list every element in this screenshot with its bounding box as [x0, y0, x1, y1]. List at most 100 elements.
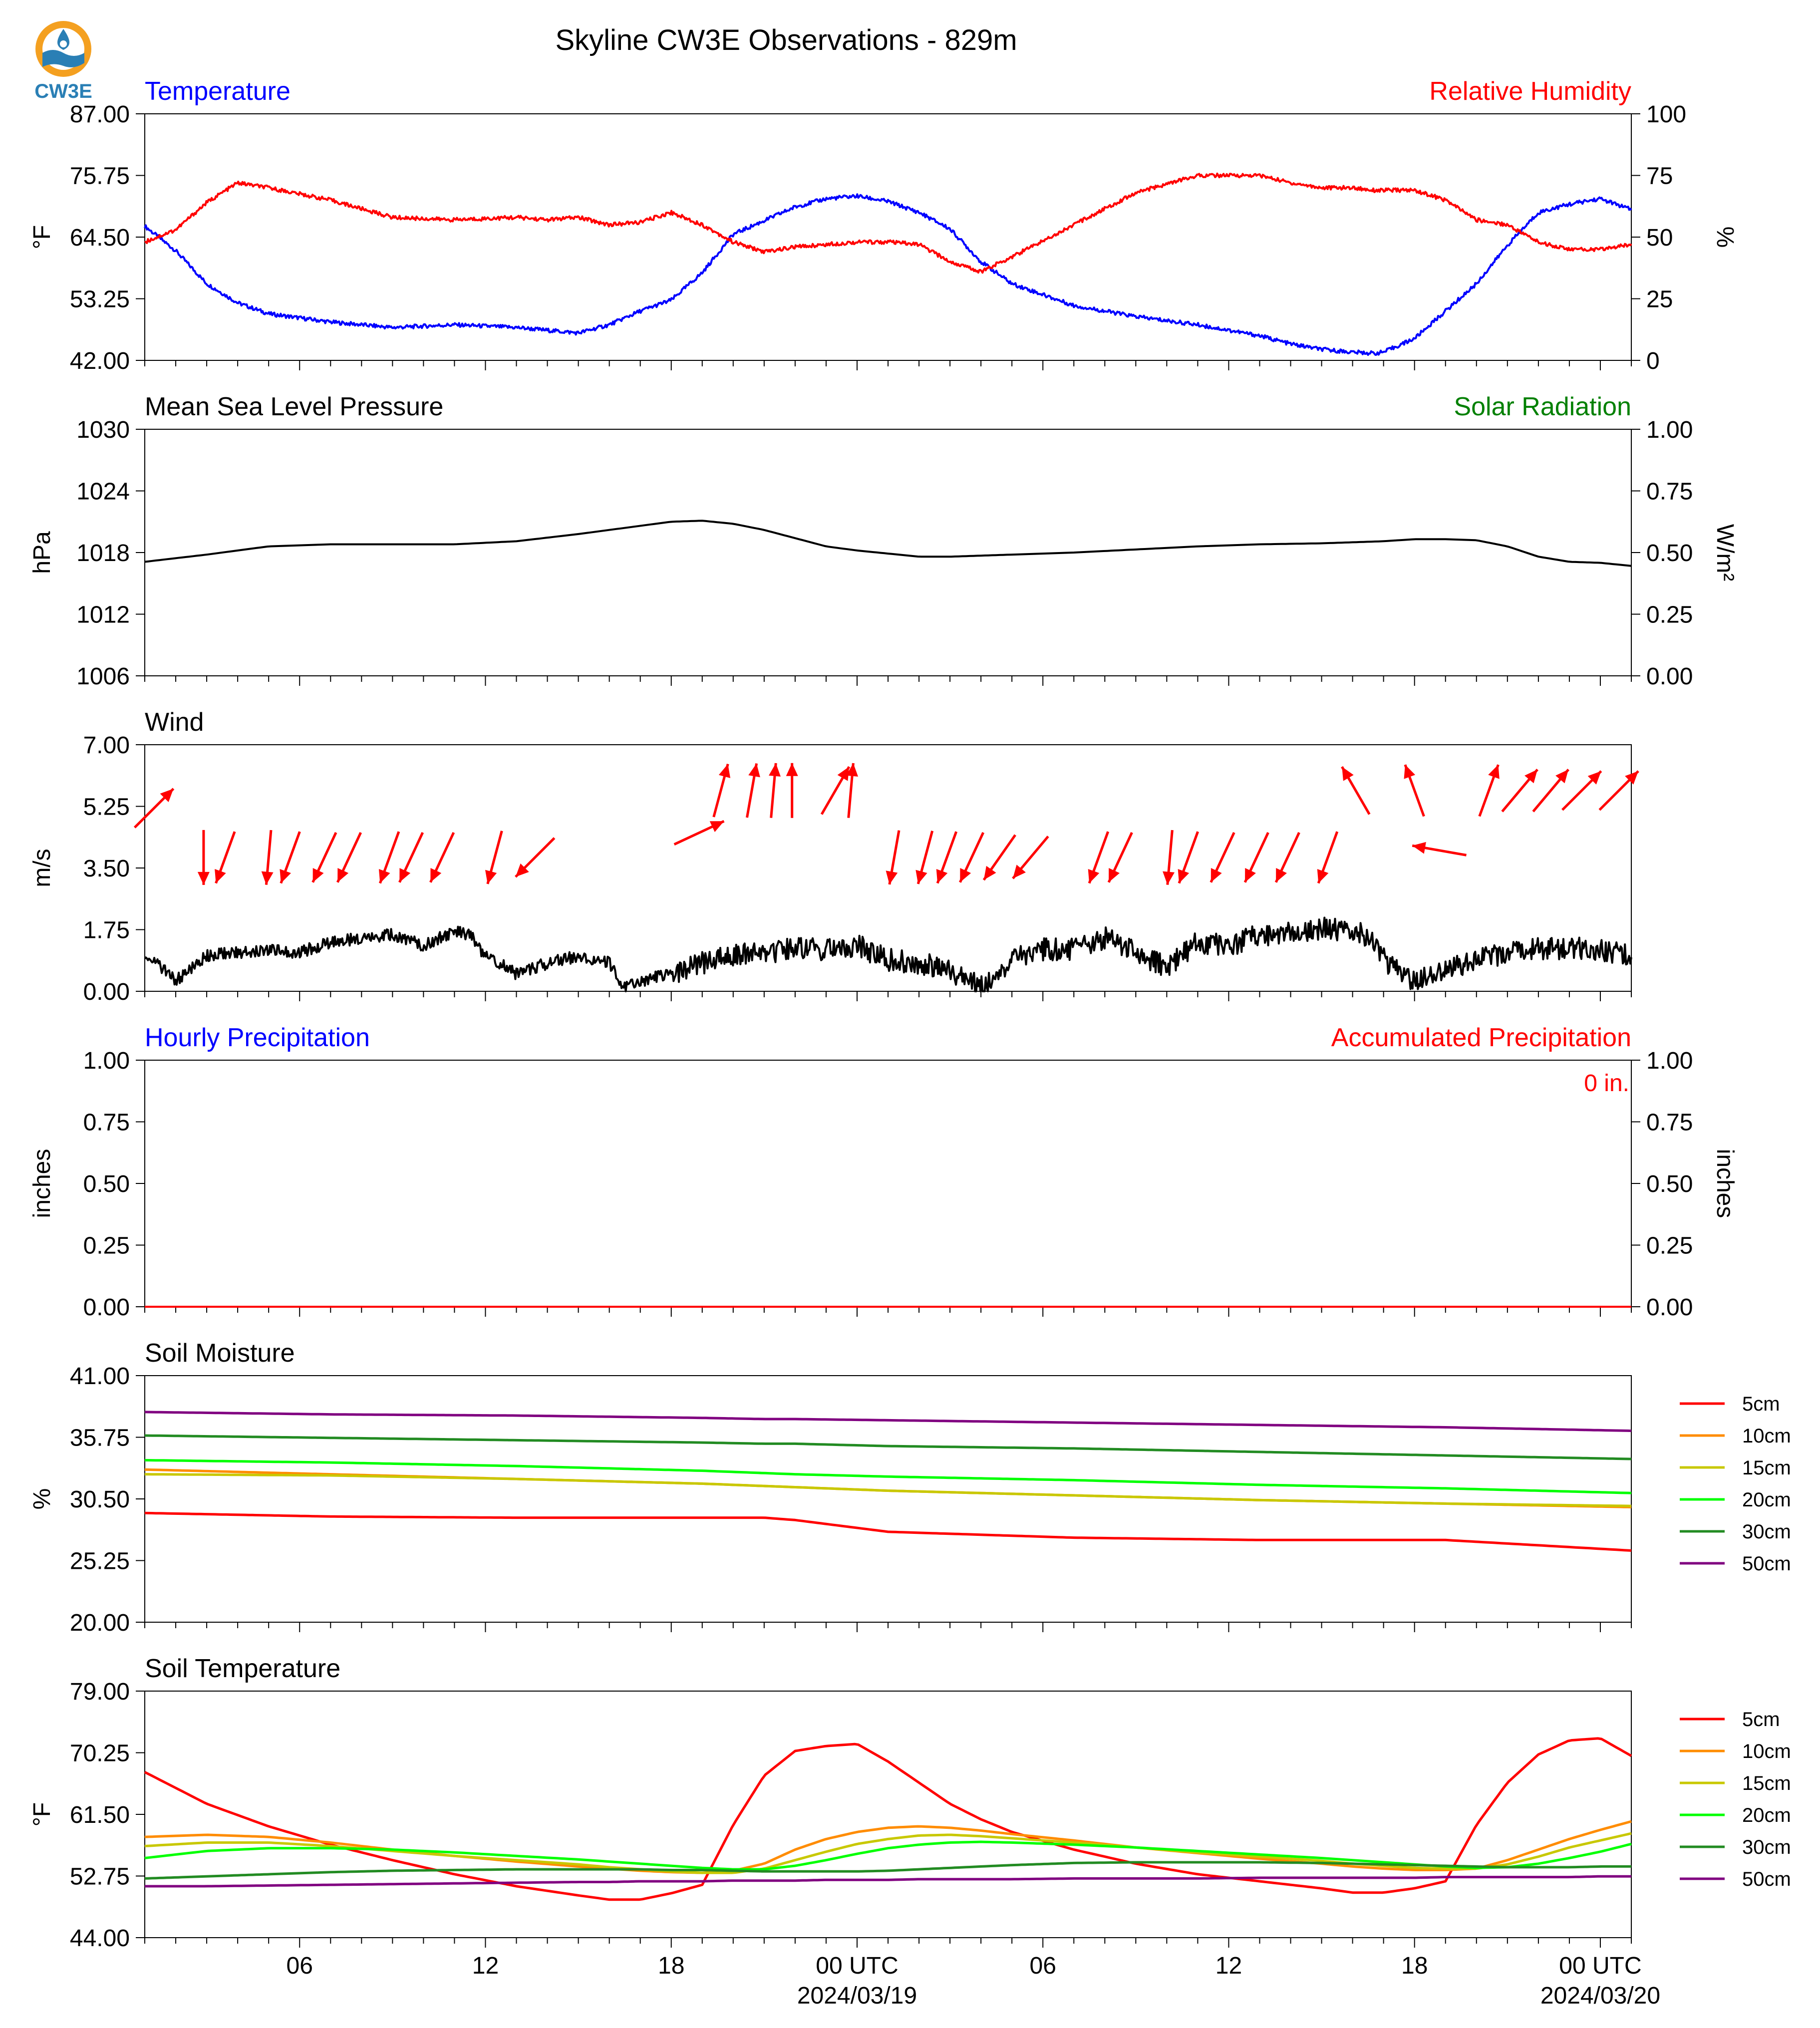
panel-title-left: Hourly Precipitation	[145, 1023, 370, 1052]
wind-arrow	[959, 832, 985, 883]
wind-arrow-head	[915, 869, 927, 884]
chart-panel-6: 79.00 70.25 61.50 52.75 44.00 Soil Temperatur…	[29, 1654, 1791, 1952]
cw3e-logo-icon: CW3E	[34, 21, 92, 102]
wind-arrow	[936, 831, 958, 884]
panel-title-left: Soil Temperature	[145, 1654, 340, 1683]
legend-label: 5cm	[1742, 1393, 1780, 1415]
legend-entry: 5cm	[1680, 1709, 1780, 1731]
wind-arrow-head	[399, 868, 411, 882]
y-tick-label: 70.25	[70, 1740, 130, 1767]
legend-label: 30cm	[1742, 1521, 1791, 1543]
wind-arrow	[280, 831, 301, 884]
wind-arrow	[1598, 770, 1639, 811]
plot-frame	[144, 1375, 1632, 1623]
series-line-20cm	[144, 1840, 1632, 1871]
y-right-tick-label: 25	[1646, 287, 1673, 313]
wind-arrow	[1317, 831, 1339, 884]
wind-arrow-head	[1178, 869, 1190, 883]
y-right-tick-label: 0.75	[1646, 1110, 1693, 1136]
y-tick-label: 3.50	[83, 856, 130, 882]
wind-arrow-head	[280, 869, 291, 883]
date-label: 2024/03/20	[1540, 1983, 1660, 2009]
y-tick-label: 1.75	[83, 917, 130, 944]
series-line-15cm	[145, 1473, 1632, 1507]
series-line-15cm	[144, 1832, 1632, 1874]
plot-frame	[144, 429, 1632, 676]
wind-arrow	[485, 831, 503, 884]
y-tick-label: 0.25	[83, 1233, 130, 1259]
y-tick-label: 1018	[76, 540, 130, 567]
accumulated-total-label: 0 in.	[1584, 1070, 1629, 1097]
y-tick-label: 1030	[76, 417, 130, 443]
wind-arrow	[215, 831, 236, 884]
wind-arrow-head	[960, 868, 971, 882]
legend-entry: 15cm	[1680, 1457, 1791, 1479]
y-tick-label: 53.25	[70, 287, 130, 313]
wind-arrow-head	[1163, 871, 1175, 885]
y-tick-label: 25.25	[70, 1548, 130, 1575]
plot-frame	[144, 1060, 1632, 1307]
wind-arrow	[886, 830, 901, 885]
series-line-relative-humidity	[144, 172, 1632, 274]
y-axis-label: hPa	[29, 531, 55, 574]
y-right-tick-label: 0.75	[1646, 479, 1693, 505]
wind-arrow	[133, 788, 175, 829]
y-tick-label: 0.50	[83, 1171, 130, 1197]
wind-arrow-head	[1088, 869, 1100, 883]
wind-arrow-head	[1625, 771, 1639, 785]
wind-arrow-head	[1524, 769, 1538, 784]
wind-arrow	[846, 763, 859, 818]
wind-arrow	[712, 763, 731, 818]
y-tick-label: 0.00	[83, 979, 130, 1005]
wind-arrow	[515, 837, 556, 878]
wind-arrow	[1243, 832, 1269, 883]
wind-arrow-head	[430, 868, 442, 882]
wind-arrow	[786, 763, 798, 818]
wind-arrow-head	[1488, 765, 1500, 779]
y-tick-label: 5.25	[83, 794, 130, 821]
panel-title-right: Accumulated Precipitation	[1331, 1023, 1631, 1052]
y-tick-label: 1024	[76, 479, 130, 505]
panel-title-left: Temperature	[145, 77, 291, 106]
wind-arrow	[1341, 766, 1371, 815]
legend-entry: 10cm	[1680, 1740, 1791, 1762]
wind-arrow-head	[1412, 842, 1426, 854]
wind-arrow-head	[846, 763, 859, 777]
legend-label: 10cm	[1742, 1740, 1791, 1762]
y-tick-label: 0.75	[83, 1110, 130, 1136]
series-line-5cm	[144, 1737, 1632, 1901]
plot-frame	[144, 113, 1632, 361]
y-right-tick-label: 0	[1646, 348, 1660, 374]
wind-arrow-head	[786, 763, 798, 776]
wind-arrow-head	[1013, 865, 1026, 878]
chart-panel-3: 7.00 5.25 3.50 1.75 0.00 Wind m/s	[29, 708, 1639, 1005]
chart-panel-5: 41.00 35.75 30.50 25.25 20.00 Soil Moisture% 5…	[29, 1339, 1791, 1636]
x-tick-label: 18	[1401, 1953, 1428, 1979]
y-tick-label: 42.00	[70, 348, 130, 374]
chart-panel-1: 87.00 75.75 64.50 53.25 42.00 100 75 50 25 0 Tempe…	[29, 77, 1738, 374]
wind-arrow	[1412, 842, 1467, 857]
wind-arrow	[915, 831, 934, 884]
y-right-tick-label: 0.50	[1646, 1171, 1693, 1197]
series-line-20cm	[144, 1458, 1632, 1494]
y-axis-label: °F	[29, 1802, 55, 1827]
panel-title-right: Solar Radiation	[1454, 392, 1631, 421]
y-right-tick-label: 1.00	[1646, 417, 1693, 443]
wind-arrow	[1210, 832, 1235, 883]
series-line-mean-sea-level-pressure	[144, 520, 1632, 567]
y-right-axis-label: %	[1712, 227, 1738, 248]
panel-title-left: Mean Sea Level Pressure	[145, 392, 443, 421]
legend-label: 10cm	[1742, 1425, 1791, 1447]
wind-arrow	[429, 832, 455, 883]
wind-arrow-head	[769, 763, 781, 777]
wind-arrow-head	[312, 868, 324, 882]
logo-text: CW3E	[34, 80, 92, 102]
wind-arrow-head	[837, 767, 850, 781]
wind-arrow	[746, 763, 760, 818]
wind-arrow	[1107, 832, 1133, 883]
series-line-30cm	[144, 1861, 1631, 1880]
wind-arrow-head	[1109, 868, 1120, 882]
wind-arrow	[982, 834, 1016, 881]
wind-arrow	[336, 832, 362, 883]
x-tick-label: 18	[658, 1953, 684, 1979]
